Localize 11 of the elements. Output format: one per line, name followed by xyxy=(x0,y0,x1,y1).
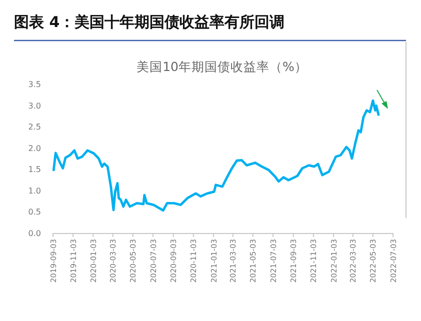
y-tick-label: 1.0 xyxy=(28,186,41,196)
y-tick-label: 2.0 xyxy=(28,144,41,153)
line-series xyxy=(52,99,380,212)
y-tick-label: 1.5 xyxy=(28,165,41,174)
y-tick-label: 0.5 xyxy=(28,208,41,217)
y-tick-label: 3.0 xyxy=(28,101,41,110)
y-tick-label: 2.5 xyxy=(28,122,41,132)
y-tick-label: 3.5 xyxy=(28,80,41,89)
chart-title: 图表 4：美国十年期国债收益率有所回调 xyxy=(14,13,285,31)
chart-subtitle: 美国10年期国债收益率（%） xyxy=(136,59,308,74)
y-tick-label: 0.0 xyxy=(28,229,41,238)
